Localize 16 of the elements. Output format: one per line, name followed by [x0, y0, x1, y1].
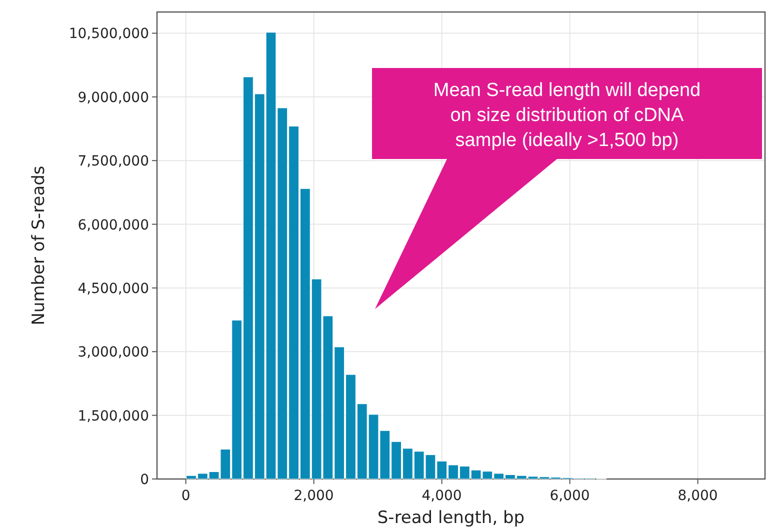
- y-tick-label: 4,500,000: [78, 280, 149, 297]
- y-tick-label: 7,500,000: [78, 154, 149, 170]
- y-tick-label: 6,000,000: [78, 217, 149, 234]
- y-tick-label: 3,000,000: [78, 344, 149, 361]
- y-tick-label: 10,500,000: [68, 26, 149, 42]
- y-tick-label: 1,500,000: [78, 408, 149, 424]
- x-tick-label: 0: [181, 488, 190, 504]
- x-tick-label: 4,000: [422, 488, 462, 504]
- y-tick-label: 9,000,000: [78, 90, 149, 106]
- annotation: Mean S-read length will depend on size distribution of cDNA sample (ideally >1,500 bp): [433, 80, 701, 151]
- x-tick-label: 2,000: [294, 488, 334, 504]
- y-axis-title: Number of S-reads: [29, 166, 49, 326]
- y-tick-label: 0: [140, 472, 149, 488]
- x-axis-title: S-read length, bp: [377, 508, 525, 527]
- x-tick-label: 6,000: [550, 488, 590, 504]
- x-tick-label: 8,000: [678, 488, 718, 504]
